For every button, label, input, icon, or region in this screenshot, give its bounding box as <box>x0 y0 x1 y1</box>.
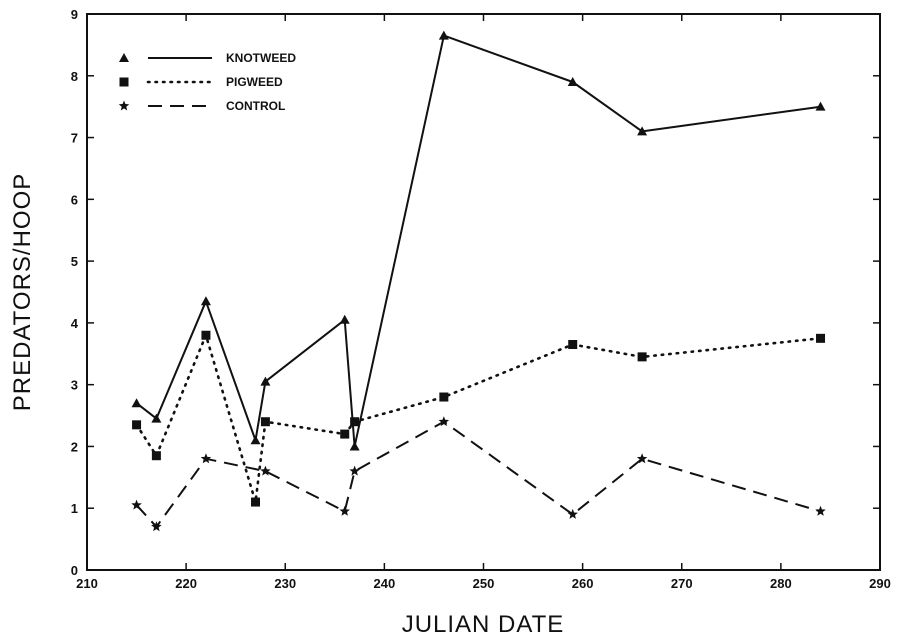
y-tick-label: 5 <box>71 254 78 269</box>
series-line-pigweed <box>135 333 822 504</box>
data-point-pigweed <box>201 330 211 340</box>
data-point-control <box>636 453 648 464</box>
data-point-control <box>349 465 360 476</box>
data-point-pigweed <box>340 429 350 439</box>
data-point-control <box>151 521 162 532</box>
x-tick-label: 210 <box>76 576 98 591</box>
x-tick-label: 290 <box>869 576 891 591</box>
data-point-knotweed <box>200 296 211 306</box>
data-point-control <box>131 499 142 510</box>
plot-area-frame <box>86 13 881 571</box>
y-tick-label: 9 <box>71 7 78 22</box>
data-point-knotweed <box>815 101 826 111</box>
data-point-control <box>260 465 271 476</box>
legend-marker-pigweed <box>119 77 129 87</box>
x-tick-label: 280 <box>770 576 792 591</box>
y-tick-label: 6 <box>71 192 78 207</box>
y-axis-ticks: 0 1 2 3 4 5 6 7 8 9 <box>71 7 880 578</box>
x-tick-label: 270 <box>671 576 693 591</box>
y-tick-label: 4 <box>71 316 79 331</box>
y-tick-label: 3 <box>71 378 78 393</box>
data-point-pigweed <box>350 417 360 427</box>
series-layer <box>131 30 826 532</box>
x-tick-label: 220 <box>175 576 197 591</box>
x-tick-label: 260 <box>572 576 594 591</box>
data-point-pigweed <box>816 333 826 343</box>
y-tick-label: 1 <box>71 501 78 516</box>
data-point-knotweed <box>339 314 350 324</box>
data-point-control <box>200 453 212 464</box>
series-pigweed <box>132 330 826 507</box>
data-point-knotweed <box>151 413 162 423</box>
y-tick-label: 0 <box>71 563 78 578</box>
legend-item-control: CONTROL <box>118 99 285 113</box>
data-point-knotweed <box>438 30 449 40</box>
data-point-knotweed <box>250 435 261 445</box>
data-point-pigweed <box>439 392 449 402</box>
legend-marker-knotweed <box>119 53 129 62</box>
y-axis-title: PREDATORS/HOOP <box>9 173 36 411</box>
data-point-pigweed <box>132 420 142 430</box>
series-knotweed <box>131 30 826 451</box>
data-point-knotweed <box>637 126 648 136</box>
legend-label-pigweed: PIGWEED <box>226 75 283 89</box>
data-point-pigweed <box>151 451 161 461</box>
x-axis-title: JULIAN DATE <box>402 611 565 638</box>
data-point-control <box>339 505 350 516</box>
legend-item-knotweed: KNOTWEED <box>119 51 296 65</box>
series-line-control <box>135 420 821 528</box>
data-point-knotweed <box>567 76 578 86</box>
legend-label-knotweed: KNOTWEED <box>226 51 296 65</box>
x-axis-ticks: 210 220 230 240 250 260 270 280 290 <box>76 14 891 591</box>
data-point-knotweed <box>260 376 271 386</box>
legend-label-control: CONTROL <box>226 99 285 113</box>
data-point-knotweed <box>349 441 360 451</box>
data-point-control <box>567 508 578 519</box>
data-point-knotweed <box>131 398 142 408</box>
legend: KNOTWEED PIGWEED CONTROL <box>118 51 296 113</box>
x-tick-label: 230 <box>274 576 296 591</box>
legend-marker-control <box>118 100 130 111</box>
x-tick-label: 250 <box>473 576 495 591</box>
y-tick-label: 2 <box>71 439 78 454</box>
data-point-pigweed <box>637 352 647 362</box>
data-point-control <box>815 505 826 516</box>
y-tick-label: 8 <box>71 69 78 84</box>
y-tick-label: 7 <box>71 131 78 146</box>
data-point-pigweed <box>251 497 261 507</box>
data-point-pigweed <box>568 340 578 350</box>
data-point-control <box>438 416 450 427</box>
x-tick-label: 240 <box>374 576 396 591</box>
series-line-knotweed <box>135 34 821 448</box>
legend-item-pigweed: PIGWEED <box>119 75 283 89</box>
data-point-pigweed <box>260 417 270 427</box>
series-control <box>131 416 826 532</box>
